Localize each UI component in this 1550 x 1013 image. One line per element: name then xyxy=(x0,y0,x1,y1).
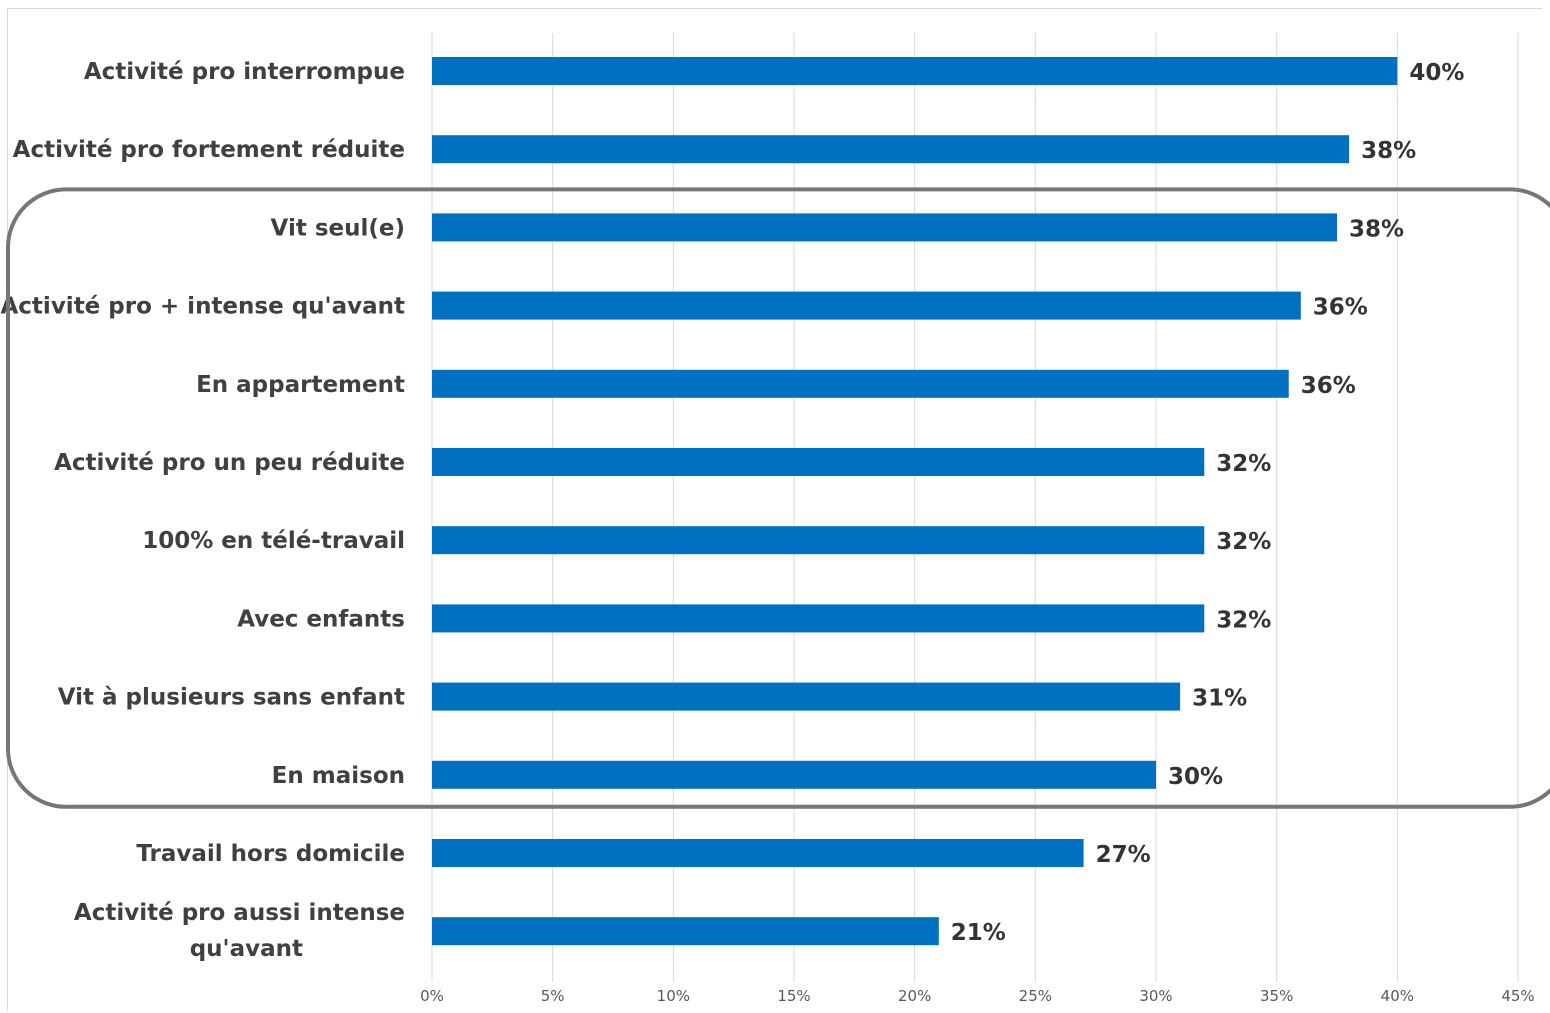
category-label: Vit seul(e) xyxy=(271,215,405,241)
bar xyxy=(432,839,1084,867)
data-label: 21% xyxy=(951,920,1006,946)
bar xyxy=(432,213,1337,242)
data-label: 27% xyxy=(1096,842,1151,868)
data-label: 36% xyxy=(1301,373,1356,399)
x-tick-label: 20% xyxy=(898,987,931,1005)
highlight-box xyxy=(6,187,1550,809)
category-label: Avec enfants xyxy=(237,606,405,632)
data-label: 32% xyxy=(1216,607,1271,633)
x-tick-label: 25% xyxy=(1019,987,1052,1005)
data-label: 32% xyxy=(1216,529,1271,555)
category-label: En maison xyxy=(272,763,405,789)
bar xyxy=(432,448,1205,476)
category-label: En appartement xyxy=(196,372,405,398)
category-label: Activité pro aussi intense qu'avant xyxy=(74,900,405,962)
x-tick-label: 40% xyxy=(1381,987,1414,1005)
x-tick-label: 0% xyxy=(420,987,444,1005)
bar xyxy=(432,369,1289,398)
data-label: 32% xyxy=(1216,451,1271,477)
bar xyxy=(432,682,1181,711)
bars xyxy=(432,57,1398,946)
x-axis-tick-labels: 0% 5% 10% 15% 20% 25% 30% 35% 40% 45% xyxy=(420,987,1535,1005)
category-label: Travail hors domicile xyxy=(136,841,405,867)
bar xyxy=(432,604,1205,633)
bar xyxy=(432,135,1350,164)
x-tick-label: 45% xyxy=(1501,987,1534,1005)
category-label: Activité pro fortement réduite xyxy=(13,137,405,163)
data-label: 30% xyxy=(1168,764,1223,790)
x-tick-label: 15% xyxy=(777,987,810,1005)
highlight-box-layer xyxy=(6,187,1550,809)
category-label: Activité pro interrompue xyxy=(84,59,405,85)
data-label: 40% xyxy=(1409,60,1464,86)
data-label: 38% xyxy=(1361,138,1416,164)
bar xyxy=(432,526,1205,555)
x-tick-label: 30% xyxy=(1139,987,1172,1005)
x-tick-label: 35% xyxy=(1260,987,1293,1005)
category-labels: Activité pro interrompue Activité pro for… xyxy=(1,59,406,962)
bar xyxy=(432,760,1156,789)
category-label: Activité pro + intense qu'avant xyxy=(1,294,406,320)
data-label: 31% xyxy=(1192,686,1247,712)
x-tick-label: 5% xyxy=(541,987,565,1005)
data-label: 38% xyxy=(1349,216,1404,242)
bar xyxy=(432,917,939,946)
data-label: 36% xyxy=(1313,295,1368,321)
x-tick-label: 10% xyxy=(657,987,690,1005)
bar xyxy=(432,291,1301,320)
category-label: Activité pro un peu réduite xyxy=(54,450,405,476)
data-labels: 40% 38% 38% 36% 36% 32% 32% 32% 31% 30% 27% 21% xyxy=(951,60,1465,946)
bar xyxy=(432,57,1398,85)
category-label: Vit à plusieurs sans enfant xyxy=(58,685,405,711)
category-label: 100% en télé-travail xyxy=(142,528,405,554)
